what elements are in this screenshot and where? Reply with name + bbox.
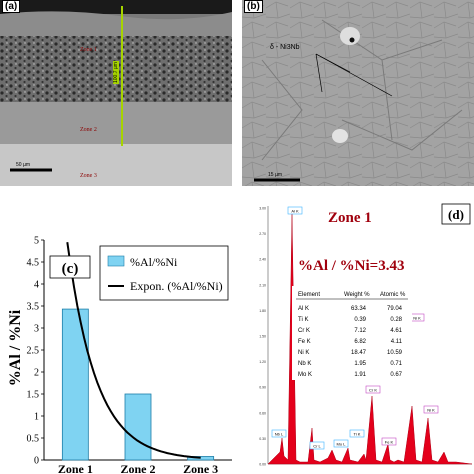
table-cell: Cr K (298, 328, 310, 334)
spectrum-trace (267, 213, 473, 465)
legend-bar-label: %Al/%Ni (130, 255, 178, 269)
sem-cross-section-image: (a) Zone 1 Zone 2 Zone 3 50 µm 100.7 µm (0, 0, 232, 186)
y-tick-label: 1 (34, 412, 39, 423)
composition-table: Element Weight % Atomic % Al K 63.34 79.04 Ti … (296, 292, 408, 378)
spectrum-y-tick: 1.80 (259, 309, 266, 313)
table-cell: 1.91 (354, 372, 366, 378)
sem-microstructure-image: (b) δ - Ni3Nb 15 µm (242, 0, 474, 186)
table-header: Weight % (344, 292, 370, 298)
peak-label: Nb L (275, 432, 284, 437)
table-cell: 7.12 (354, 328, 366, 334)
spectrum-y-tick: 1.20 (259, 360, 266, 364)
spectrum-y-tick: 0.30 (259, 437, 266, 441)
table-cell: Ni K (298, 350, 309, 356)
eds-spectrum-svg: 3.00 2.70 2.40 2.10 1.80 1.50 1.20 0.90 0.60 0.30… (259, 203, 473, 467)
peak-label: Cr K (369, 388, 377, 393)
table-cell: 1.95 (354, 361, 366, 367)
y-tick-label: 0 (34, 456, 39, 467)
y-tick-label: 5 (34, 236, 39, 247)
scale-label: 15 µm (268, 172, 282, 178)
panel-tag-box (49, 255, 91, 279)
bar (61, 308, 89, 461)
peak-label: Ni K (413, 316, 421, 321)
table-cell: Mo K (298, 372, 312, 378)
phase-label: δ - Ni3Nb (270, 44, 300, 51)
zone-title: Zone 1 (328, 210, 372, 226)
microstructure-figure (242, 0, 474, 186)
x-tick-label: Zone 1 (58, 462, 93, 474)
table-cell: 4.61 (390, 328, 402, 334)
composition-table-bg (292, 286, 412, 380)
eds-spectrum-panel: 3.00 2.70 2.40 2.10 1.80 1.50 1.20 0.90 0.60 0.30… (242, 198, 474, 474)
bar (124, 393, 152, 461)
peak-label: Mo L (337, 442, 347, 447)
precipitate-core (349, 37, 355, 43)
spectrum-y-tick: 0.60 (259, 411, 266, 415)
precipitate-2 (332, 129, 348, 143)
table-cell: 4.11 (391, 339, 403, 345)
peak-label: Ni K (427, 408, 435, 413)
precipitate (340, 27, 360, 45)
spectrum-y-tick: 0.90 (259, 386, 266, 390)
panel-a-tag: (a) (2, 0, 21, 13)
panel-tag-box (441, 203, 471, 225)
table-cell: 18.47 (351, 350, 367, 356)
zone2-label: Zone 2 (80, 127, 97, 133)
spectrum-y-tick: 0.00 (259, 463, 266, 467)
table-cell: 10.59 (387, 350, 403, 356)
y-tick-label: 3 (34, 324, 39, 335)
peak-label: Fe K (385, 440, 394, 445)
table-cell: 0.71 (390, 361, 402, 367)
legend (99, 245, 229, 301)
peak-label: Cr L (313, 444, 321, 449)
panel-c-tag: (c) (62, 261, 79, 277)
table-cell: 79.04 (387, 306, 403, 312)
table-cell: 63.34 (351, 306, 367, 312)
spectrum-y-tick: 2.10 (259, 283, 266, 287)
scale-label: 50 µm (16, 162, 30, 168)
spectrum-y-tick: 2.70 (259, 232, 266, 236)
table-header: Atomic % (380, 292, 406, 298)
exponential-trendline (66, 242, 201, 459)
table-header: Element (298, 292, 320, 298)
spectrum-y-tick: 1.50 (259, 335, 266, 339)
table-cell: 6.82 (354, 339, 366, 345)
y-tick-label: 2.5 (27, 346, 40, 357)
x-tick-label: Zone 3 (183, 462, 218, 474)
y-tick-label: 4 (34, 280, 39, 291)
table-cell: 0.28 (390, 317, 402, 323)
spectrum-y-tick: 2.40 (259, 258, 266, 262)
y-tick-label: 0.5 (27, 434, 40, 445)
legend-line-label: Expon. (%Al/%Ni) (130, 279, 223, 293)
zone1-label: Zone 1 (80, 47, 97, 53)
y-tick-label: 3.5 (27, 302, 40, 313)
table-cell: Al K (298, 306, 309, 312)
y-tick-label: 1.5 (27, 390, 40, 401)
peak-label: Al K (291, 209, 299, 214)
table-cell: Nb K (298, 361, 311, 367)
thickness-label: 100.7 µm (113, 61, 119, 84)
peak-label: Ti K (354, 432, 361, 437)
table-cell: 0.67 (390, 372, 402, 378)
ratio-label: %Al / %Ni=3.43 (298, 258, 404, 274)
y-axis-label: %Al / %Ni (7, 309, 24, 386)
cross-section-figure (0, 0, 232, 186)
ratio-bar-chart: 0 0.5 1 1.5 2 2.5 3 3.5 4 4.5 5 Zone 1 Zone 2 Zone 3… (0, 198, 236, 474)
panel-d-tag: (d) (448, 207, 464, 222)
zone3-label: Zone 3 (80, 173, 97, 179)
table-cell: Ti K (298, 317, 308, 323)
bar-chart-svg: 0 0.5 1 1.5 2 2.5 3 3.5 4 4.5 5 Zone 1 Zone 2 Zone 3… (7, 236, 232, 474)
table-cell: Fe K (298, 339, 311, 345)
y-tick-label: 4.5 (27, 258, 40, 269)
legend-bar-swatch (107, 255, 125, 267)
bar (187, 456, 215, 461)
y-tick-label: 2 (34, 368, 39, 379)
x-tick-label: Zone 2 (120, 462, 155, 474)
panel-b-tag: (b) (244, 0, 263, 13)
table-cell: 0.39 (354, 317, 366, 323)
spectrum-y-tick: 3.00 (259, 207, 266, 211)
